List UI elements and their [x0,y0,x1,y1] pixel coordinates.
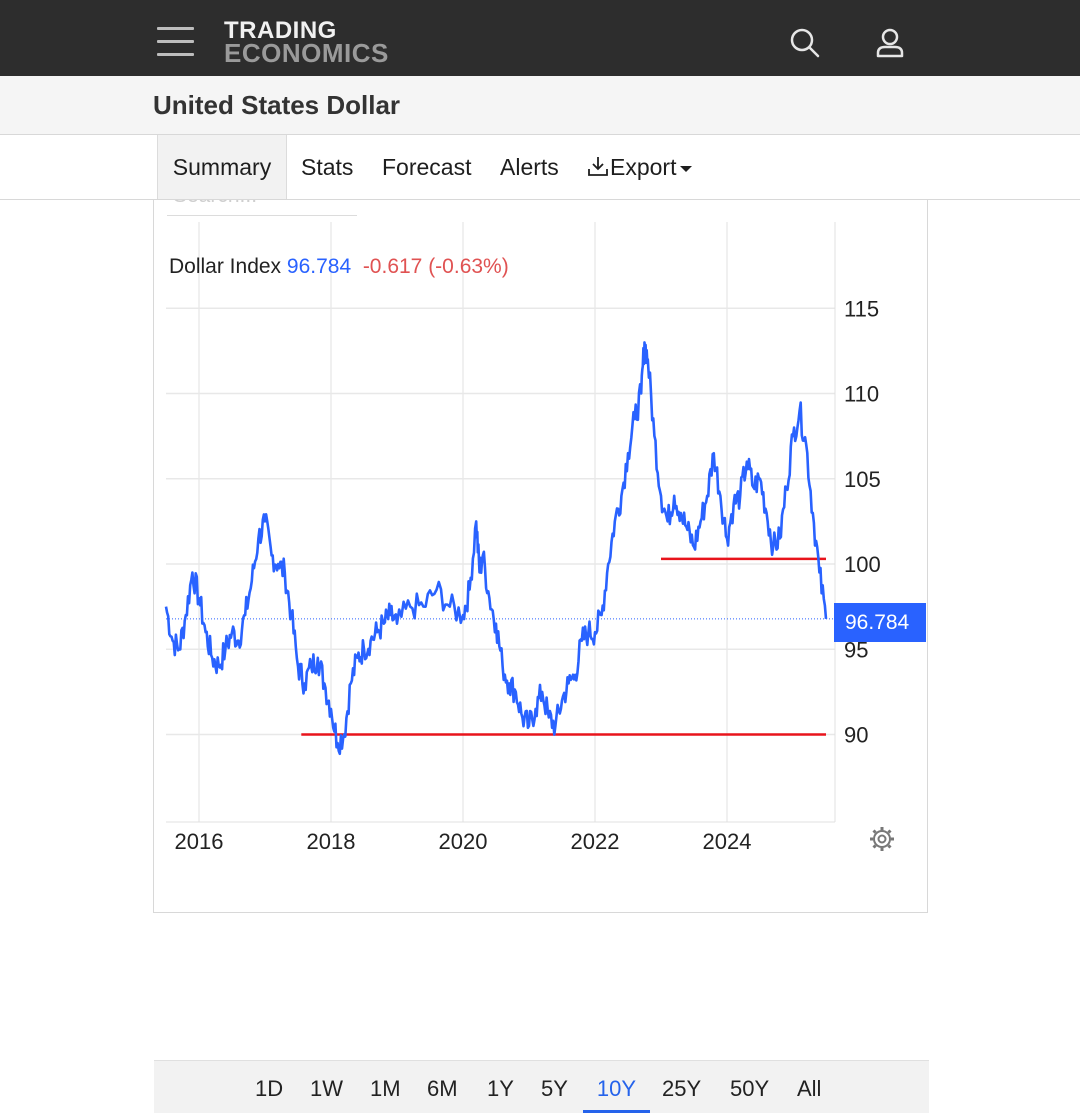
title-bar: United States Dollar [0,76,1080,135]
top-bar: TRADING ECONOMICS [0,0,1080,76]
range-6m[interactable]: 6M [427,1076,458,1101]
logo[interactable]: TRADING ECONOMICS [224,17,389,68]
tab-forecast[interactable]: Forecast [382,154,472,180]
gear-icon[interactable] [870,827,894,851]
range-1y[interactable]: 1Y [487,1076,514,1101]
tab-alerts[interactable]: Alerts [500,154,559,180]
tab-bar: Summary Stats Forecast Alerts Export [0,135,1080,200]
range-1m[interactable]: 1M [370,1076,401,1101]
download-icon [588,157,608,176]
support-lines [301,557,826,736]
x-tick-label: 2016 [175,829,224,854]
x-tick-labels: 2016 2018 2020 2022 2024 [175,829,752,854]
x-tick-label: 2024 [703,829,752,854]
range-5y[interactable]: 5Y [541,1076,568,1101]
y-tick-label: 115 [844,296,879,321]
range-25y[interactable]: 25Y [662,1076,702,1101]
y-tick-label: 90 [844,723,868,748]
range-10y[interactable]: 10Y [583,1061,650,1113]
x-tick-label: 2020 [439,829,488,854]
range-50y[interactable]: 50Y [730,1076,770,1101]
search-underline [167,215,357,216]
logo-line1: TRADING [224,17,337,44]
chart-legend: Dollar Index 96.784 -0.617 (-0.63%) [169,255,509,279]
range-all[interactable]: All [797,1076,822,1101]
legend-value: 96.784 [286,255,352,278]
user-icon[interactable] [873,26,907,60]
search-icon[interactable] [788,26,822,60]
x-tick-label: 2018 [307,829,356,854]
menu-icon[interactable] [157,27,194,57]
page-title: United States Dollar [153,90,401,120]
tab-export[interactable]: Export [586,135,693,199]
last-price-tag: 96.784 [834,603,926,642]
range-1w[interactable]: 1W [310,1076,343,1101]
series-line-dollar-index [164,341,828,756]
y-tick-label: 110 [844,382,879,407]
export-label: Export [610,154,677,180]
range-selector: 1D 1W 1M 6M 1Y 5Y 10Y 25Y 50Y All [154,1060,929,1113]
legend-change: -0.617 (-0.63%) [362,255,509,278]
legend-series-name: Dollar Index [169,255,282,278]
y-tick-label: 105 [844,467,881,492]
logo-line2: ECONOMICS [224,38,389,68]
chevron-down-icon [680,165,693,172]
search-input[interactable]: Search... [173,200,257,208]
tab-stats[interactable]: Stats [301,154,354,180]
grid-vertical [198,222,728,822]
y-tick-label: 100 [844,552,881,577]
tab-summary[interactable]: Summary [157,135,287,199]
x-tick-label: 2022 [571,829,620,854]
range-1d[interactable]: 1D [255,1076,284,1101]
